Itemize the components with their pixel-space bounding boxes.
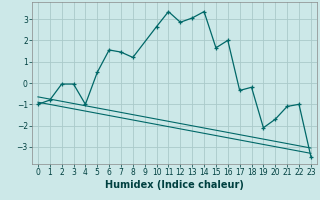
X-axis label: Humidex (Indice chaleur): Humidex (Indice chaleur) xyxy=(105,180,244,190)
